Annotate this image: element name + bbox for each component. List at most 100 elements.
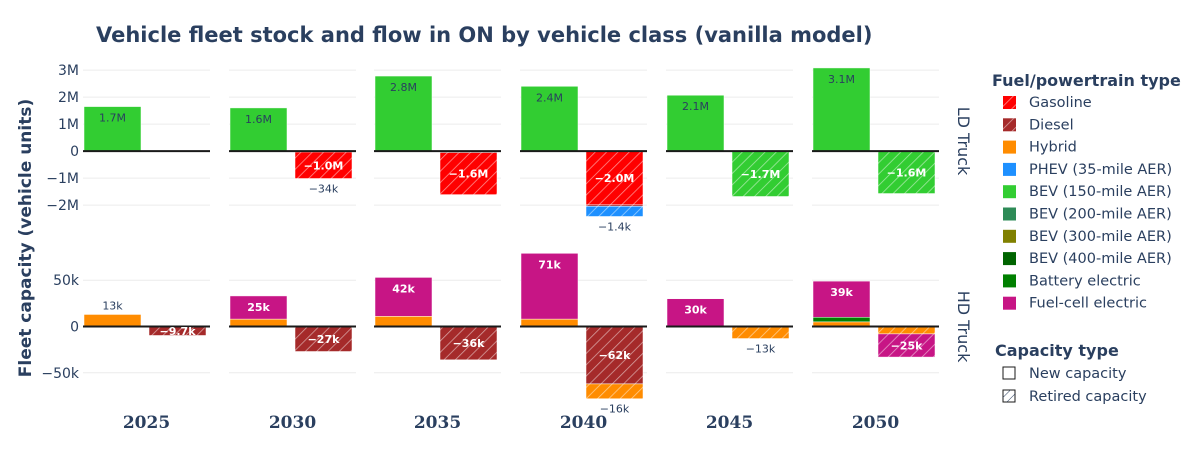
y-tick-label: 2M	[58, 90, 79, 106]
bar-new[interactable]	[83, 314, 142, 327]
y-tick-label: 3M	[58, 63, 79, 79]
bar-new[interactable]	[812, 280, 871, 318]
panel: 71k −62k −16k	[520, 253, 647, 416]
bar-retired-hatch	[149, 326, 206, 336]
legend-swatch	[1003, 207, 1016, 221]
legend-item[interactable]: BEV (200-mile AER)	[1003, 207, 1172, 223]
data-label: 2.8M	[390, 81, 417, 94]
bar-new[interactable]	[374, 316, 433, 327]
panel: 1.7M	[83, 69, 210, 206]
data-label: −1.6M	[887, 166, 927, 179]
bar-new[interactable]	[229, 295, 288, 320]
data-label: −27k	[308, 333, 341, 346]
y-tick-label: 50k	[53, 273, 80, 289]
y-tick-label: 1M	[58, 117, 79, 133]
data-label: 2.1M	[682, 100, 709, 113]
bar-retired-hatch	[878, 326, 935, 334]
data-label: −1.4k	[598, 220, 632, 233]
y-tick-label: −2M	[46, 198, 79, 214]
y-tick-label: 0	[70, 144, 79, 160]
bar-new[interactable]	[229, 107, 288, 152]
legend-swatch-hatch	[1003, 390, 1015, 402]
bar-retired-hatch	[440, 326, 497, 360]
bar-retired-hatch	[586, 206, 643, 217]
panel: 30k −13k	[666, 279, 793, 374]
bar-new[interactable]	[83, 106, 142, 152]
legend-item[interactable]: Battery electric	[1003, 273, 1141, 289]
bar-retired-hatch	[586, 326, 643, 384]
legend-title-fuel: Fuel/powertrain type	[992, 71, 1181, 90]
bar-new[interactable]	[520, 253, 579, 320]
panel: 2.8M −1.6M	[374, 69, 501, 206]
data-label: −2.0M	[595, 172, 635, 185]
legend-item[interactable]: Hybrid	[1003, 140, 1077, 156]
data-label: 3.1M	[828, 73, 855, 86]
bar-new[interactable]	[229, 318, 288, 327]
data-label: 13k	[102, 299, 123, 312]
data-label: −34k	[309, 183, 339, 196]
panel: 42k −36k	[374, 277, 501, 374]
bar-new[interactable]	[520, 318, 579, 327]
legend-item[interactable]: BEV (150-mile AER)	[1003, 184, 1172, 200]
row-label: HD Truck	[954, 291, 973, 363]
year-label: 2025	[123, 413, 170, 433]
bar-new[interactable]	[374, 75, 433, 152]
panel: 13k −9.7k	[83, 279, 210, 374]
legend-item[interactable]: Gasoline	[1003, 95, 1092, 111]
legend-swatch-hatch	[1003, 118, 1016, 132]
year-label: 2050	[852, 413, 899, 433]
legend-label: BEV (400-mile AER)	[1029, 251, 1172, 267]
legend-item[interactable]: PHEV (35-mile AER)	[1003, 162, 1172, 178]
legend-item[interactable]: BEV (300-mile AER)	[1003, 229, 1172, 245]
data-label: −1.7M	[741, 168, 781, 181]
bar-retired-hatch	[440, 152, 497, 195]
bar-new[interactable]	[812, 316, 871, 323]
legend-item[interactable]: Diesel	[1003, 117, 1074, 133]
legend-item[interactable]: BEV (400-mile AER)	[1003, 251, 1172, 267]
bar-new[interactable]	[812, 67, 871, 152]
panel: 1.6M −1.0M −34k	[229, 69, 356, 206]
data-label: −13k	[746, 343, 776, 356]
bar-new[interactable]	[666, 94, 725, 152]
row-label: LD Truck	[954, 107, 973, 176]
legend-swatch-hatch	[1003, 96, 1016, 109]
legend-swatch	[1003, 274, 1016, 288]
bar-new[interactable]	[520, 86, 579, 152]
bar-new[interactable]	[666, 298, 725, 327]
legend-item[interactable]: New capacity	[1002, 366, 1127, 382]
y-axis-label: Fleet capacity (vehicle units)	[16, 99, 36, 377]
bar-retired-hatch	[878, 151, 935, 194]
legend-item[interactable]: Retired capacity	[1002, 389, 1147, 405]
bar-retired-hatch	[732, 326, 789, 339]
y-tick-label: −1M	[46, 171, 79, 187]
legend-swatch	[1003, 296, 1016, 310]
legend-swatch	[1003, 252, 1016, 266]
data-label: −1.0M	[304, 159, 344, 172]
bar-retired-hatch	[586, 204, 643, 207]
bar-retired-hatch	[295, 326, 352, 352]
data-label: 25k	[247, 301, 270, 314]
bar-retired-hatch	[586, 151, 643, 205]
legend-swatch	[1002, 366, 1016, 380]
year-label: 2030	[269, 413, 316, 433]
data-label: −36k	[453, 337, 486, 350]
data-label: −25k	[891, 339, 924, 352]
legend-label: Battery electric	[1029, 273, 1141, 289]
legend-label: BEV (200-mile AER)	[1029, 207, 1172, 223]
data-label: −16k	[600, 403, 630, 416]
legend-item[interactable]: Fuel-cell electric	[1003, 296, 1147, 312]
legend-label: Hybrid	[1029, 140, 1077, 156]
data-label: −1.6M	[449, 168, 489, 181]
legend-label: Fuel-cell electric	[1029, 296, 1147, 312]
panel: 25k −27k	[229, 279, 356, 374]
bar-new[interactable]	[374, 277, 433, 317]
bar-retired-hatch	[878, 333, 935, 358]
legend-label: New capacity	[1029, 366, 1127, 382]
bar-retired-hatch	[732, 151, 789, 197]
legend[interactable]: Fuel/powertrain type Gasoline Diesel Hybrid…	[992, 71, 1181, 405]
legend-swatch	[1003, 185, 1016, 199]
panel: 2.4M −2.0M −1.4k	[520, 69, 647, 233]
data-label: 30k	[684, 304, 707, 317]
legend-swatch	[1003, 162, 1016, 176]
legend-label: PHEV (35-mile AER)	[1029, 162, 1172, 178]
